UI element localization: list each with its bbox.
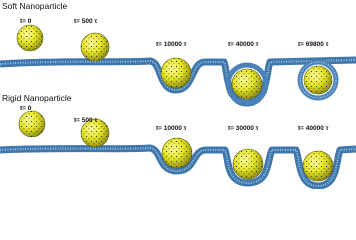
rigid-panel: Rigid Nanoparticle t= 0 t= 500 τ t= 1000…: [0, 93, 356, 189]
nanoparticle-beads: [233, 149, 263, 179]
time-label: t= 10000 τ: [156, 125, 187, 132]
time-label: t= 500 τ: [74, 18, 97, 25]
membrane: [0, 144, 356, 189]
panel-title: Rigid Nanoparticle: [2, 93, 72, 103]
wrapping: [225, 62, 269, 106]
time-label: t= 40000 τ: [228, 41, 259, 48]
nanoparticle-beads: [232, 69, 262, 99]
nanoparticle-beads: [19, 111, 45, 137]
nanoparticle-beads: [303, 151, 333, 181]
nanoparticle-beads: [81, 33, 109, 61]
time-label: t= 69800 τ: [298, 41, 329, 48]
time-label: t= 500 τ: [74, 117, 97, 124]
time-label: t= 10000 τ: [156, 41, 187, 48]
nanoparticle-beads: [161, 58, 191, 88]
wrapping-texture: [299, 61, 337, 99]
time-label: t= 40000 τ: [298, 125, 329, 132]
time-label: t= 30000 τ: [228, 125, 259, 132]
nanoparticle-beads: [162, 138, 192, 168]
time-label: t= 0: [20, 18, 32, 25]
nanoparticle-beads: [81, 119, 109, 147]
figure: Soft Nanoparticle t= 0 t= 500 τ t= 10000…: [0, 1, 356, 189]
soft-panel: Soft Nanoparticle t= 0 t= 500 τ t= 10000…: [0, 1, 356, 107]
nanoparticle-beads: [304, 66, 332, 94]
panel-title: Soft Nanoparticle: [2, 1, 67, 11]
time-label: t= 0: [20, 105, 32, 112]
nanoparticle-beads: [17, 25, 43, 51]
